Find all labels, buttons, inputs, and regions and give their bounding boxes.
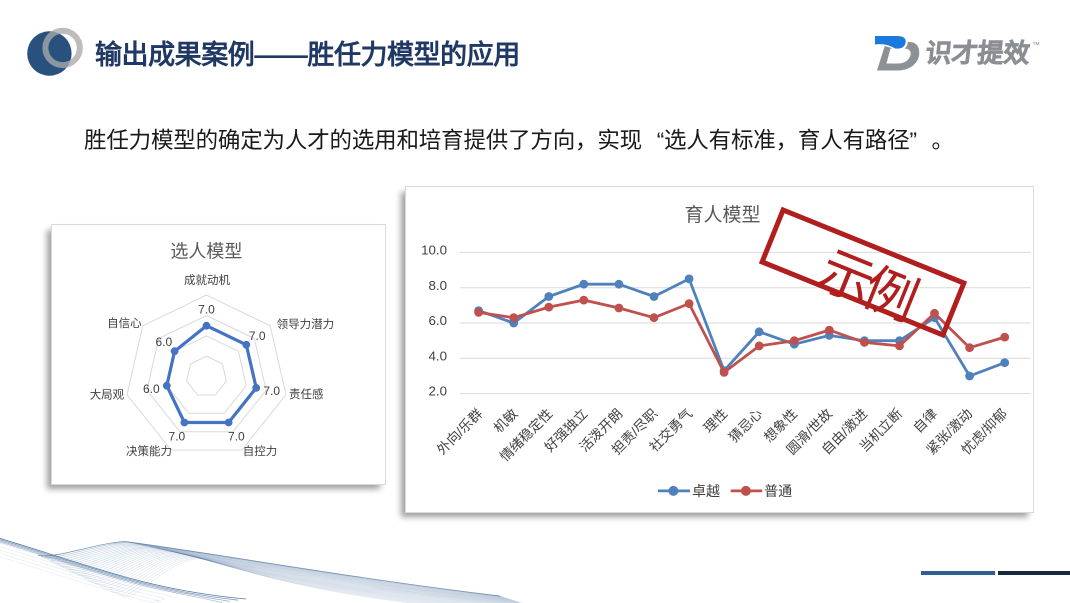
svg-text:自律: 自律 bbox=[910, 406, 940, 436]
svg-text:7.0: 7.0 bbox=[198, 303, 215, 317]
svg-text:决策能力: 决策能力 bbox=[126, 444, 172, 458]
svg-text:自信心: 自信心 bbox=[107, 317, 142, 330]
svg-text:7.0: 7.0 bbox=[263, 384, 280, 398]
svg-text:™: ™ bbox=[1032, 41, 1040, 50]
svg-text:7.0: 7.0 bbox=[249, 329, 266, 343]
svg-text:6.0: 6.0 bbox=[143, 382, 160, 396]
svg-text:选人模型: 选人模型 bbox=[170, 241, 242, 261]
svg-text:领导力潜力: 领导力潜力 bbox=[277, 317, 335, 331]
svg-text:4.0: 4.0 bbox=[429, 348, 448, 363]
svg-text:育人模型: 育人模型 bbox=[684, 204, 760, 226]
svg-text:外向/乐群: 外向/乐群 bbox=[434, 406, 486, 458]
svg-text:7.0: 7.0 bbox=[169, 430, 186, 444]
svg-text:成就动机: 成就动机 bbox=[184, 273, 230, 287]
svg-text:责任感: 责任感 bbox=[289, 387, 324, 401]
svg-text:8.0: 8.0 bbox=[429, 278, 448, 293]
svg-text:10.0: 10.0 bbox=[421, 243, 447, 258]
svg-text:6.0: 6.0 bbox=[155, 335, 172, 349]
svg-text:机敏: 机敏 bbox=[491, 406, 521, 436]
svg-text:卓越: 卓越 bbox=[692, 483, 720, 499]
svg-text:识才提效: 识才提效 bbox=[924, 38, 1031, 68]
svg-text:猜忌心: 猜忌心 bbox=[726, 406, 766, 446]
svg-text:2.0: 2.0 bbox=[429, 384, 448, 399]
svg-text:自控力: 自控力 bbox=[243, 444, 278, 458]
svg-text:普通: 普通 bbox=[764, 483, 792, 499]
svg-text:理性: 理性 bbox=[701, 406, 731, 436]
svg-text:6.0: 6.0 bbox=[429, 313, 448, 328]
svg-text:7.0: 7.0 bbox=[228, 430, 245, 444]
svg-text:大局观: 大局观 bbox=[90, 388, 125, 402]
